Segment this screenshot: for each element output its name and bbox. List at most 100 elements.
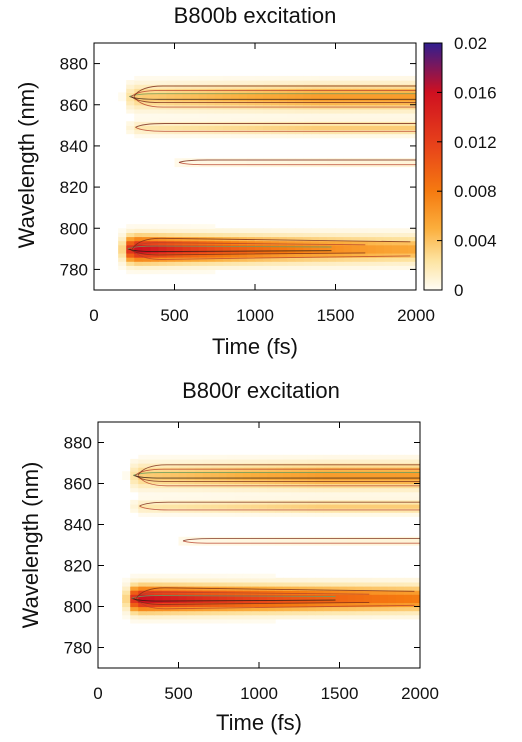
heat-cell [287, 265, 296, 271]
heat-cell [246, 117, 256, 122]
heat-cell [287, 84, 296, 89]
heat-cell [351, 108, 361, 114]
heat-cell [126, 96, 135, 102]
heat-cell [222, 75, 232, 81]
heat-cell [407, 265, 416, 271]
heat-cell [331, 606, 341, 612]
heat-cell [234, 606, 244, 612]
heat-cell [255, 92, 264, 98]
heat-cell [118, 252, 127, 258]
heat-cell [283, 454, 292, 460]
heat-cell [146, 454, 155, 460]
heat-cell [166, 117, 176, 122]
heat-cell [158, 269, 168, 275]
heat-cell [311, 84, 320, 89]
heat-cell [166, 112, 176, 118]
heat-cell [134, 232, 143, 238]
heat-cell [411, 614, 420, 620]
heat-cell [198, 265, 208, 271]
heat-cell [303, 236, 312, 242]
heat-cell [250, 508, 260, 513]
heat-cell [307, 508, 316, 513]
heat-cell [198, 92, 208, 98]
heat-cell [355, 581, 365, 587]
heat-cell [367, 133, 377, 139]
heat-cell [174, 265, 184, 271]
heat-cell [267, 504, 276, 509]
heat-cell [259, 536, 268, 542]
heat-cell [407, 261, 416, 266]
heat-cell [162, 614, 172, 620]
heat-cell [355, 590, 365, 595]
heat-cell [343, 265, 353, 271]
heat-cell [347, 594, 357, 599]
heat-cell [138, 614, 147, 620]
heat-cell [230, 257, 240, 262]
heat-cell [246, 92, 256, 98]
heat-cell [319, 252, 329, 258]
heat-cell [190, 232, 200, 238]
heat-cell [218, 577, 228, 583]
heat-cell [407, 248, 416, 254]
heat-cell [363, 508, 373, 513]
heat-cell [371, 512, 381, 517]
heat-cell [347, 495, 357, 501]
heat-cell [391, 75, 401, 81]
heat-cell [359, 75, 369, 81]
heat-cell [347, 602, 357, 608]
heat-cell [162, 458, 172, 464]
heat-cell [287, 158, 296, 163]
heat-cell [335, 75, 345, 81]
heat-cell [263, 257, 272, 262]
heat-cell [162, 610, 172, 616]
heat-cell [367, 248, 377, 254]
heat-cell [174, 117, 184, 122]
heat-cell [130, 463, 139, 468]
heat-cell [283, 463, 292, 468]
heat-cell [279, 240, 288, 246]
heat-cell [162, 573, 172, 579]
heat-cell [130, 594, 139, 599]
heat-cell [178, 471, 188, 476]
heat-cell [198, 244, 208, 250]
heat-cell [198, 125, 208, 131]
heat-cell [234, 504, 244, 509]
heat-cell [267, 614, 276, 620]
heat-cell [190, 252, 200, 258]
heat-cell [234, 495, 244, 501]
heat-cell [375, 252, 385, 258]
heat-cell [327, 244, 337, 250]
heat-cell [279, 80, 288, 85]
heat-cell [395, 606, 405, 612]
heat-cell [371, 586, 381, 591]
heat-cell [122, 614, 131, 620]
heat-cell [198, 257, 208, 262]
heat-cell [279, 158, 288, 163]
heat-cell [226, 610, 236, 616]
heat-cell [303, 129, 312, 135]
heat-cell [295, 158, 304, 163]
heat-cell [206, 261, 216, 266]
heat-cell [263, 84, 272, 89]
heat-cell [271, 158, 280, 163]
heat-cell [226, 536, 236, 542]
heat-cell [250, 573, 260, 579]
heat-cell [347, 504, 357, 509]
heat-cell [403, 602, 413, 608]
heat-cell [194, 454, 204, 460]
heat-cell [339, 487, 349, 493]
heat-cell [331, 491, 341, 497]
heat-cell [138, 499, 147, 505]
contour-line [135, 123, 416, 128]
heat-cell [367, 75, 377, 81]
heat-cell [170, 512, 180, 517]
heat-cell [210, 577, 220, 583]
heat-cell [138, 610, 147, 616]
heat-cell [122, 471, 131, 476]
heat-cell [379, 598, 389, 603]
heat-cell [130, 483, 139, 489]
heat-cell [259, 487, 268, 493]
heat-cell [271, 228, 280, 233]
heat-cell [162, 594, 172, 599]
heat-cell [210, 614, 220, 620]
